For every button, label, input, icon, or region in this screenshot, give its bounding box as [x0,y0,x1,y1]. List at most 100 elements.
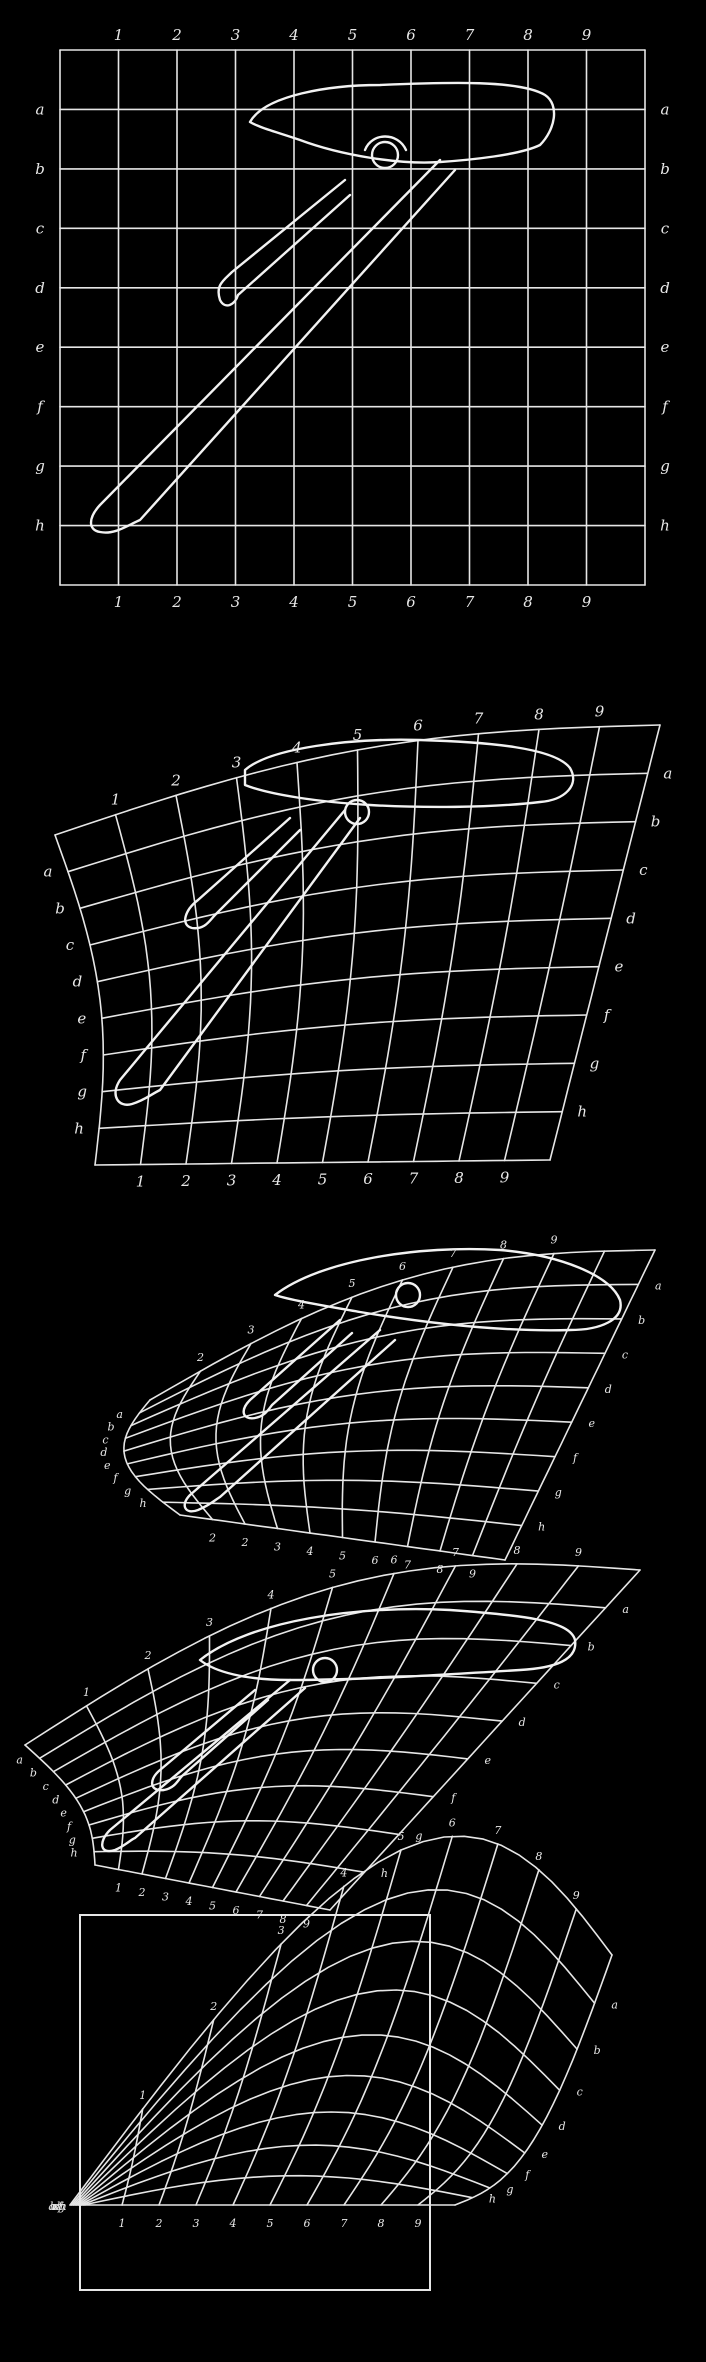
column-label-bottom: 5 [209,1900,216,1913]
row-label-left: g [124,1484,131,1497]
row-label-left: a [48,2200,55,2213]
grid-parallel [79,2111,509,2206]
column-label-bottom: 4 [185,1895,193,1908]
column-label-bottom: 6 [372,1554,379,1567]
row-label-right: e [661,338,670,356]
column-label-bottom: 6 [406,593,416,611]
grid-meridian [374,1266,454,1543]
grid-parallel [75,2034,543,2206]
grid-meridian [169,1370,214,1521]
grid-meridian [504,1249,656,1561]
grid-meridian [211,1586,334,1889]
grid-parallel [89,869,625,946]
row-label-left: g [35,457,45,475]
row-label-right: a [622,1603,629,1616]
column-label-bottom: 6 [304,2217,311,2230]
column-label-bottom: 3 [274,1541,281,1554]
row-label-left: c [36,219,45,237]
column-label-bottom: 3 [193,2217,200,2230]
grid-meridian [341,1279,404,1539]
grid-meridian [188,1607,272,1884]
grid-meridian [549,724,661,1161]
column-label-bottom: 5 [318,1171,328,1189]
column-label-top: 4 [291,739,302,757]
grid-parallel [64,1675,538,1786]
row-label-right: d [519,1716,526,1729]
row-label-right: a [655,1279,662,1292]
column-label-top: 4 [288,26,299,44]
grid-meridian [123,1399,181,1516]
grid-meridian [114,813,153,1166]
grid-meridian [380,1869,540,2206]
column-label-bottom: 8 [454,1169,464,1187]
row-label-left: g [69,1833,76,1846]
grid-parallel [138,1283,640,1414]
panel-5-grid [69,1835,613,2206]
grid-meridian [175,794,202,1165]
grid-parallel [179,1514,506,1561]
column-label-top: 4 [297,1299,305,1312]
grid-parallel [96,917,612,983]
row-label-left: f [36,398,45,416]
column-label-top: 2 [171,26,182,44]
grid-parallel [24,1563,641,1746]
column-label-bottom: 2 [208,1532,216,1545]
grid-parallel [94,1159,551,1166]
row-label-right: f [603,1006,612,1024]
panel-3-grid [123,1249,656,1561]
column-label-top: 5 [349,1277,356,1290]
column-label-top: 3 [206,1616,213,1629]
column-label-bottom: 2 [241,1536,249,1549]
grid-meridian [269,1849,402,2206]
row-label-left: e [36,338,45,356]
grid-parallel [80,2144,491,2206]
grid-meridian [305,1565,580,1907]
column-label-top: 9 [573,1889,580,1902]
grid-meridian [215,1342,252,1525]
grid-meridian [158,2019,215,2206]
panel-2-grid [54,724,661,1166]
column-label-top: 2 [144,1649,152,1662]
column-label-bottom: 9 [582,593,592,611]
row-label-right: c [554,1678,560,1691]
panel-1-skull-outline [89,81,556,534]
column-label-top: 7 [494,1824,501,1837]
column-label-top: 5 [329,1568,336,1581]
column-label-bottom: 9 [469,1568,476,1581]
column-label-bottom: 4 [229,2217,237,2230]
grid-meridian [439,1252,555,1552]
panel-5-reference-square [79,1914,431,2291]
row-label-left: f [112,1472,119,1485]
column-label-bottom: 3 [231,593,241,611]
grid-parallel [72,1940,578,2206]
column-label-top: 7 [450,1247,457,1260]
grid-parallel [82,2174,474,2206]
column-label-top: 2 [196,1351,204,1364]
column-label-bottom: 5 [267,2217,274,2230]
row-label-left: b [35,160,45,178]
panel-3-skull-outline [183,1247,622,1513]
column-label-top: 6 [413,717,423,735]
row-label-right: d [559,2120,566,2133]
row-label-right: h [538,1521,545,1534]
grid-meridian [367,739,419,1163]
row-label-right: e [485,1754,492,1767]
column-label-bottom: 8 [378,2217,385,2230]
row-label-left: h [35,517,45,535]
row-label-right: b [594,2044,601,2057]
row-label-right: h [577,1103,587,1121]
column-label-top: 9 [551,1234,558,1247]
grid-meridian [321,749,359,1164]
column-label-top: 7 [452,1546,459,1559]
row-label-right: d [605,1383,612,1396]
column-label-top: 3 [248,1324,255,1337]
grid-meridian [458,728,540,1162]
column-label-bottom: 1 [119,2217,126,2230]
row-label-right: b [651,813,661,831]
column-label-top: 6 [391,1553,398,1566]
grid-meridian [406,1257,505,1548]
grid-parallel [67,772,649,873]
